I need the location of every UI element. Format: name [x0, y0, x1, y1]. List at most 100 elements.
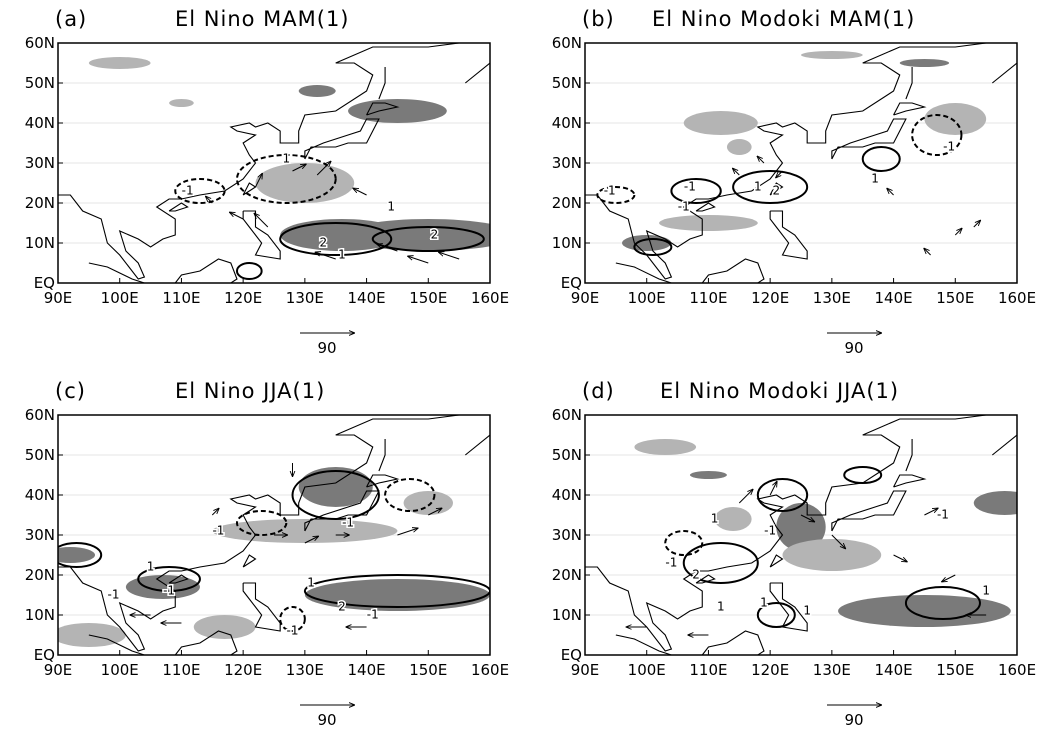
y-tick-label: 50N — [552, 74, 582, 92]
coastline — [89, 263, 145, 283]
x-tick-label: 130E — [286, 289, 324, 307]
wind-vector — [407, 256, 428, 263]
shading — [715, 507, 752, 531]
x-tick-label: 130E — [813, 289, 851, 307]
coastline — [175, 259, 237, 283]
y-tick-label: 10N — [552, 234, 582, 252]
contour — [863, 147, 900, 171]
map-area: 1-1-1-1-112-1-1 — [46, 415, 490, 655]
coastline — [243, 183, 255, 195]
shading — [169, 99, 194, 107]
coastline — [616, 263, 672, 283]
contour-label: 1 — [387, 200, 395, 214]
shading — [690, 471, 727, 479]
x-tick-label: 100E — [101, 661, 139, 679]
y-tick-label: 30N — [25, 154, 55, 172]
map-panel: 1-121-11-11190E100E110E120E130E140E150E1… — [552, 379, 1036, 729]
contour-label: 2 — [772, 184, 780, 198]
x-tick-label: 150E — [936, 289, 974, 307]
contour-label: 1 — [760, 596, 768, 610]
contour-label: -1 — [367, 608, 379, 622]
contour-label: -1 — [604, 184, 616, 198]
shading — [255, 163, 354, 203]
wind-vector — [770, 481, 777, 495]
y-tick-label: 30N — [25, 526, 55, 544]
contour-label: -1 — [678, 200, 690, 214]
wind-vector — [212, 508, 219, 515]
wind-vector — [739, 489, 753, 503]
x-tick-label: 140E — [875, 289, 913, 307]
y-tick-label: 20N — [552, 194, 582, 212]
contour-label: -1 — [684, 180, 696, 194]
coastline — [894, 475, 925, 487]
y-tick-label: 50N — [25, 74, 55, 92]
coastline — [169, 203, 188, 211]
map-panel: 1-1121290E100E110E120E130E140E150E160EEQ… — [25, 7, 515, 357]
y-tick-label: 60N — [552, 34, 582, 52]
y-tick-label: 40N — [552, 114, 582, 132]
contour-label: 1 — [982, 584, 990, 598]
y-tick-label: 50N — [25, 446, 55, 464]
wind-vector — [955, 228, 962, 235]
shading — [924, 103, 986, 135]
y-tick-label: 40N — [25, 486, 55, 504]
x-tick-label: 100E — [628, 661, 666, 679]
wind-vector — [887, 188, 894, 195]
wind-vector — [397, 528, 418, 535]
coastline — [702, 259, 764, 283]
y-tick-label: 40N — [552, 486, 582, 504]
y-tick-label: 60N — [25, 34, 55, 52]
contour-label: 1 — [803, 604, 811, 618]
shading — [348, 99, 447, 123]
panel-label: (a) — [55, 7, 87, 31]
shading — [727, 139, 752, 155]
shading — [974, 491, 1036, 515]
x-tick-label: 160E — [998, 289, 1036, 307]
contour-label: 1 — [871, 172, 879, 186]
coastline — [832, 491, 906, 531]
y-tick-label: 50N — [552, 446, 582, 464]
coastline — [243, 211, 280, 259]
contour-label: 1 — [283, 152, 291, 166]
contour-label: 2 — [320, 236, 328, 250]
y-tick-label: 20N — [552, 566, 582, 584]
y-tick-label: 10N — [25, 234, 55, 252]
wind-vector — [974, 220, 981, 227]
reference-vector-label: 90 — [317, 711, 336, 729]
x-tick-label: 110E — [689, 661, 727, 679]
x-tick-label: 140E — [875, 661, 913, 679]
panel-title: El Nino Modoki MAM(1) — [652, 7, 915, 31]
contour-label: -1 — [212, 524, 224, 538]
y-tick-label: 40N — [25, 114, 55, 132]
x-tick-label: 130E — [286, 661, 324, 679]
y-tick-label: EQ — [34, 274, 55, 292]
coastline — [616, 635, 672, 655]
y-tick-label: 60N — [552, 406, 582, 424]
panel-label: (c) — [55, 379, 86, 403]
contour-label: 1 — [754, 180, 762, 194]
contour-label: -1 — [287, 624, 299, 638]
wind-vector — [229, 212, 243, 219]
contour-label: -1 — [108, 588, 120, 602]
x-tick-label: 120E — [751, 661, 789, 679]
x-tick-label: 110E — [162, 289, 200, 307]
shading — [194, 615, 256, 639]
shading — [634, 439, 696, 455]
wind-vector — [924, 248, 931, 255]
contour-label: -1 — [163, 584, 175, 598]
y-tick-label: 60N — [25, 406, 55, 424]
wind-vector — [353, 188, 367, 195]
map-area: 1-121-11-111 — [585, 415, 1036, 655]
map-panel: 1-1-1-1-112-1-190E100E110E120E130E140E15… — [25, 379, 509, 729]
x-tick-label: 130E — [813, 661, 851, 679]
coastline — [243, 555, 255, 567]
x-tick-label: 140E — [348, 289, 386, 307]
contour-label: -1 — [764, 524, 776, 538]
wind-vector — [438, 252, 459, 259]
map-panel: -1-1-1121-190E100E110E120E130E140E150E16… — [552, 7, 1036, 357]
panel-title: El Nino JJA(1) — [175, 379, 325, 403]
contour-label: 1 — [147, 560, 155, 574]
contour-label: -1 — [342, 516, 354, 530]
